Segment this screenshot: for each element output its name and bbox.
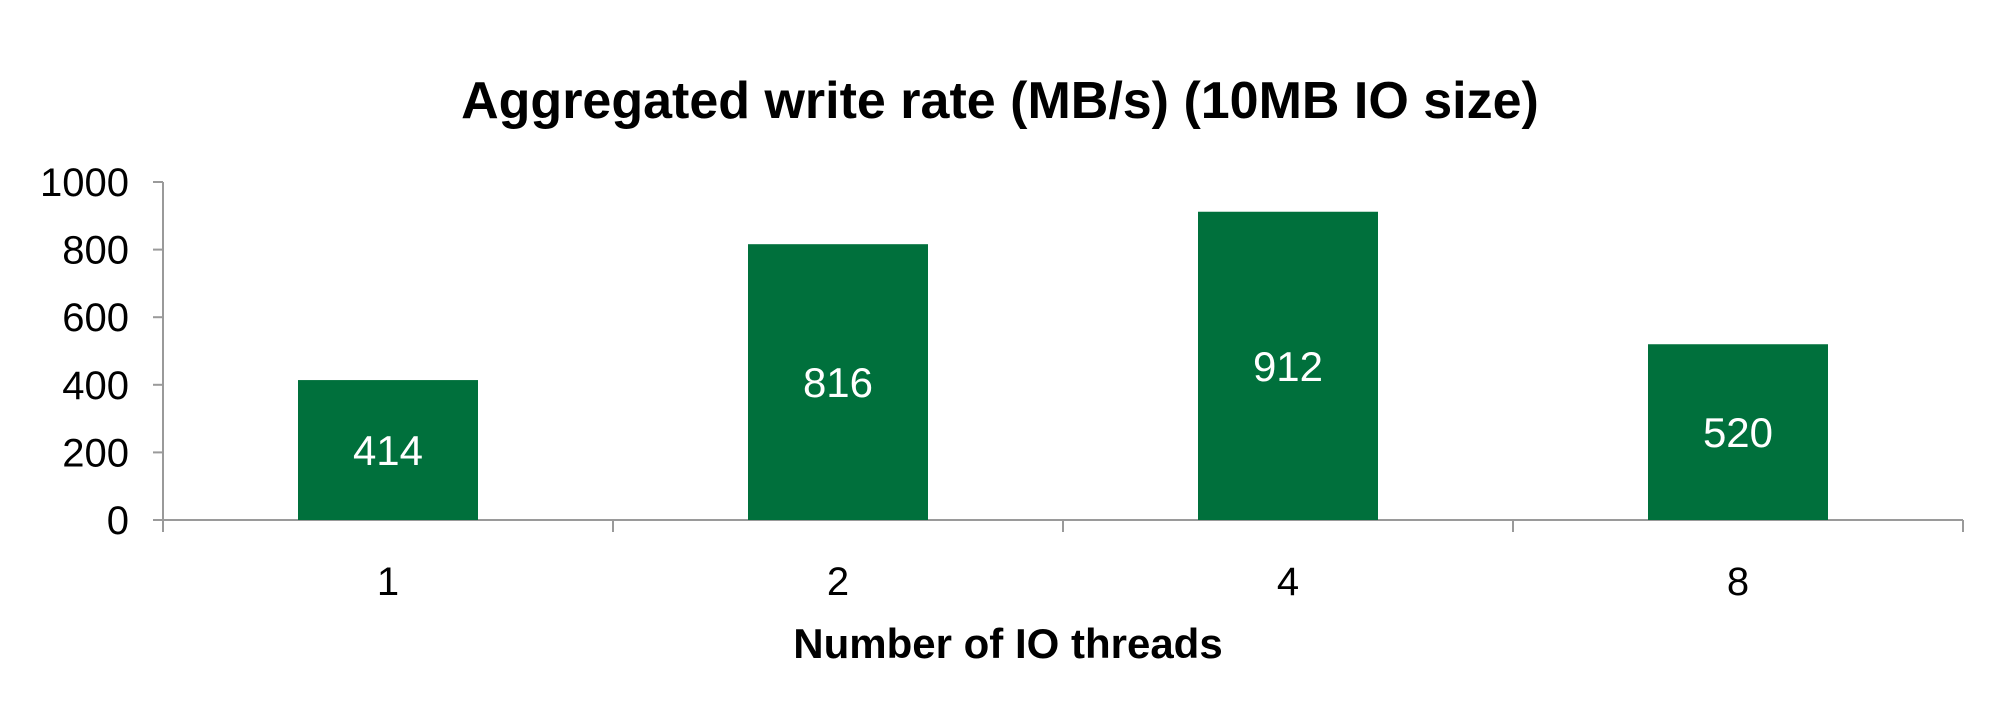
y-tick-label: 200 — [62, 431, 129, 475]
bar-value-label: 816 — [803, 359, 873, 406]
x-tick-label: 2 — [827, 560, 849, 604]
bar — [298, 380, 478, 520]
x-tick-label: 1 — [377, 560, 399, 604]
bar-value-label: 520 — [1703, 409, 1773, 456]
bar-value-label: 414 — [353, 427, 423, 474]
plot-area: 0 200 400 600 800 1000 414 1 816 2 912 4 520 8 — [40, 161, 1964, 604]
y-tick-label: 400 — [62, 364, 129, 408]
y-tick-label: 600 — [62, 296, 129, 340]
x-tick-label: 4 — [1277, 560, 1299, 604]
bar — [1648, 344, 1828, 520]
bar — [1198, 211, 1378, 520]
chart-title: Aggregated write rate (MB/s) (10MB IO si… — [461, 72, 1539, 130]
y-tick-label: 800 — [62, 229, 129, 273]
bar-value-label: 912 — [1253, 343, 1323, 390]
y-tick-label: 1000 — [40, 161, 129, 205]
y-tick-label: 0 — [107, 499, 129, 543]
x-tick-label: 8 — [1727, 560, 1749, 604]
x-axis-label: Number of IO threads — [793, 620, 1222, 667]
bar — [748, 244, 928, 520]
